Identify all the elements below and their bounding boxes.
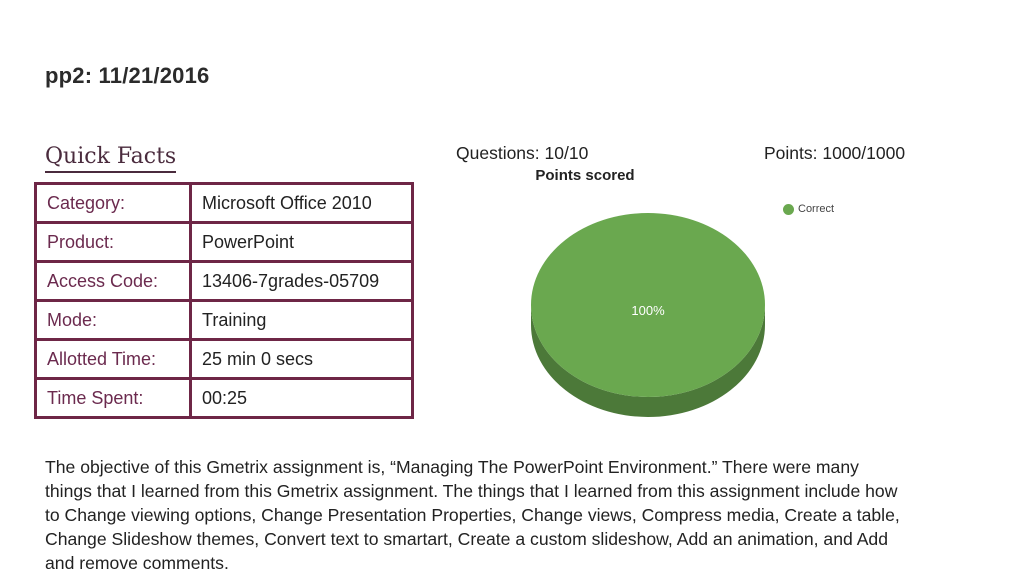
facts-value: PowerPoint (189, 221, 414, 263)
facts-value: 13406-7grades-05709 (189, 260, 414, 302)
page-title: pp2: 11/21/2016 (45, 63, 210, 88)
reflection-line: Change Slideshow themes, Convert text to… (45, 529, 889, 549)
reflection-line: things that I learned from this Gmetrix … (45, 481, 898, 501)
questions-count: Questions: 10/10 (456, 143, 589, 163)
reflection-line: to Change viewing options, Change Presen… (45, 505, 900, 525)
facts-row-category: Category: Microsoft Office 2010 (34, 182, 414, 224)
reflection-paragraph: The objective of this Gmetrix assignment… (45, 455, 1020, 575)
facts-label: Allotted Time: (34, 338, 192, 380)
facts-row-access-code: Access Code: 13406-7grades-05709 (34, 260, 414, 302)
legend-swatch (783, 203, 794, 215)
facts-value: 25 min 0 secs (189, 338, 414, 380)
facts-value: Training (189, 299, 414, 341)
quick-facts-heading: Quick Facts (45, 142, 177, 173)
quick-facts-table: Category: Microsoft Office 2010 Product:… (34, 182, 414, 419)
points-count: Points: 1000/1000 (764, 143, 906, 163)
pie-slice-correct (531, 213, 765, 397)
facts-row-mode: Mode: Training (34, 299, 414, 341)
facts-label: Time Spent: (34, 377, 192, 419)
legend-entry: Correct (798, 203, 835, 215)
facts-row-allotted-time: Allotted Time: 25 min 0 secs (34, 338, 414, 380)
pie-slice-side (531, 305, 765, 417)
facts-value: 00:25 (189, 377, 414, 419)
facts-row-product: Product: PowerPoint (34, 221, 414, 263)
reflection-line: and remove comments. (45, 553, 229, 573)
facts-label: Category: (34, 182, 192, 224)
pie-chart: 100% (531, 213, 765, 417)
chart-legend: Correct (783, 203, 834, 215)
reflection-line: The objective of this Gmetrix assignment… (45, 457, 859, 477)
facts-label: Mode: (34, 299, 192, 341)
facts-row-time-spent: Time Spent: 00:25 (34, 377, 414, 419)
pie-slice-label: 100% (631, 303, 665, 318)
facts-label: Product: (34, 221, 192, 263)
chart-title: Points scored (535, 167, 635, 184)
facts-label: Access Code: (34, 260, 192, 302)
facts-value: Microsoft Office 2010 (189, 182, 414, 224)
